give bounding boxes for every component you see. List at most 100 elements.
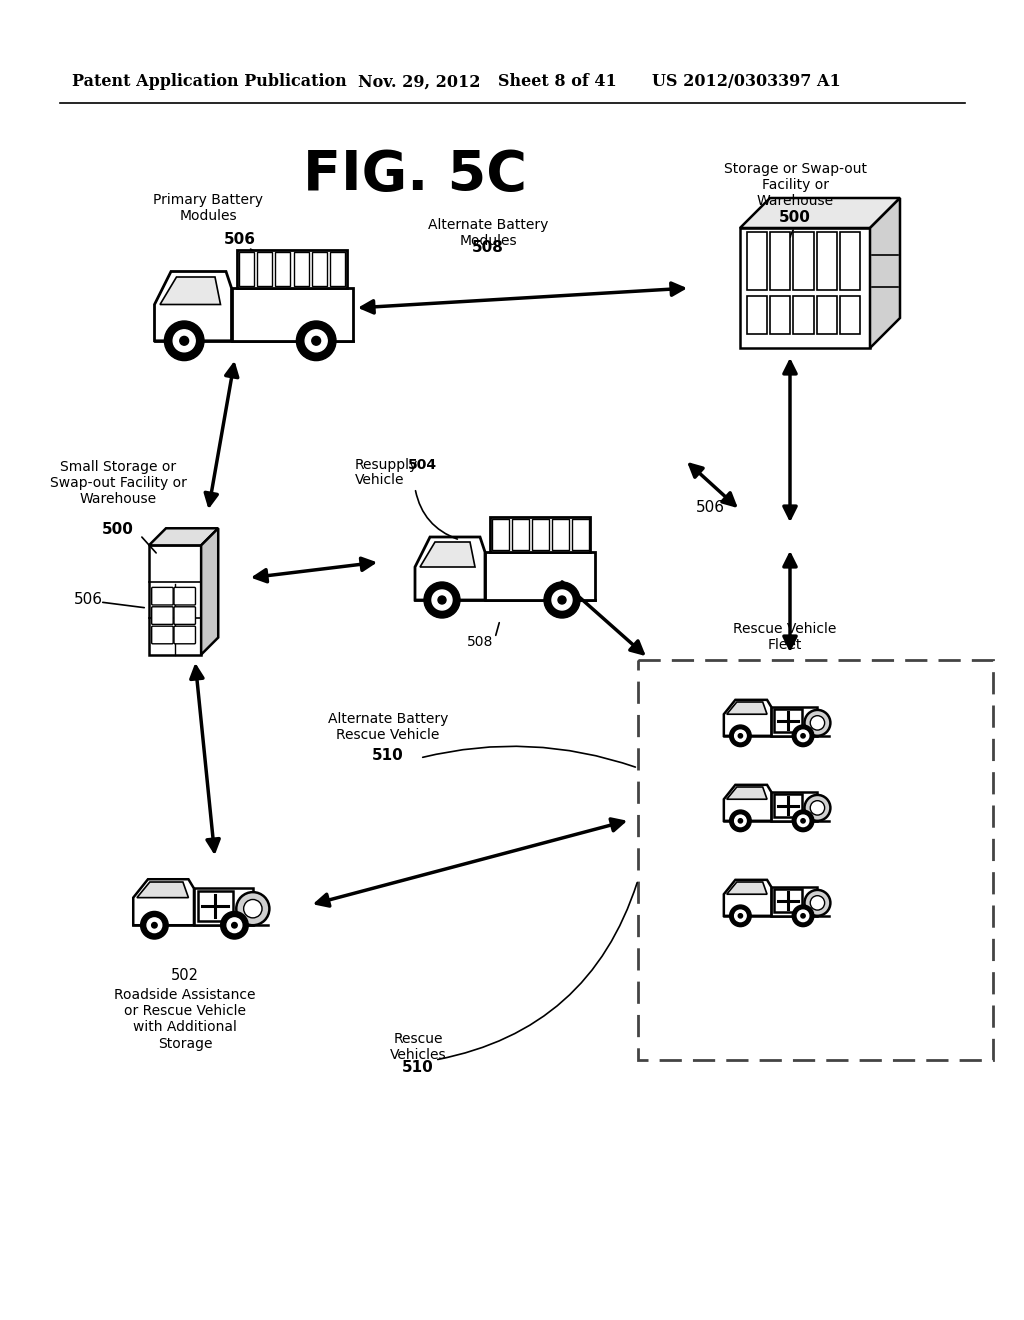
Circle shape	[296, 321, 336, 360]
Circle shape	[438, 597, 446, 605]
Circle shape	[152, 923, 157, 928]
Polygon shape	[740, 198, 900, 228]
Bar	[771, 792, 817, 821]
Text: Vehicle: Vehicle	[355, 473, 404, 487]
Circle shape	[244, 899, 262, 917]
Bar	[840, 232, 860, 290]
Circle shape	[311, 337, 321, 346]
Circle shape	[734, 730, 746, 742]
Bar	[794, 297, 814, 334]
Circle shape	[805, 795, 830, 821]
Circle shape	[729, 810, 752, 832]
Circle shape	[424, 582, 460, 618]
FancyBboxPatch shape	[152, 607, 173, 624]
FancyBboxPatch shape	[152, 587, 173, 605]
Text: Alternate Battery
Rescue Vehicle: Alternate Battery Rescue Vehicle	[328, 711, 449, 742]
Bar	[312, 252, 327, 286]
FancyBboxPatch shape	[174, 607, 196, 624]
Circle shape	[801, 734, 805, 738]
Bar	[237, 249, 347, 288]
Circle shape	[801, 818, 805, 822]
Text: Small Storage or
Swap-out Facility or
Warehouse: Small Storage or Swap-out Facility or Wa…	[49, 459, 186, 507]
FancyBboxPatch shape	[174, 587, 196, 605]
FancyBboxPatch shape	[174, 626, 196, 644]
Polygon shape	[148, 528, 218, 545]
Circle shape	[810, 715, 824, 730]
Circle shape	[793, 725, 814, 747]
Circle shape	[558, 597, 566, 605]
Bar	[485, 552, 595, 601]
Circle shape	[805, 890, 830, 916]
Circle shape	[801, 913, 805, 917]
Circle shape	[810, 896, 824, 909]
Polygon shape	[133, 879, 194, 925]
Polygon shape	[727, 702, 767, 714]
Bar	[239, 252, 254, 286]
Text: 506: 506	[74, 593, 102, 607]
Bar	[257, 252, 272, 286]
Circle shape	[147, 917, 162, 933]
Circle shape	[798, 909, 809, 921]
Text: Rescue
Vehicles: Rescue Vehicles	[390, 1032, 446, 1063]
Circle shape	[798, 814, 809, 826]
Circle shape	[305, 330, 328, 352]
Text: 510: 510	[402, 1060, 434, 1074]
Bar	[294, 252, 308, 286]
Bar	[531, 519, 549, 550]
Text: 506: 506	[224, 232, 256, 248]
Text: Patent Application Publication: Patent Application Publication	[72, 74, 347, 91]
Polygon shape	[155, 272, 231, 341]
Bar	[275, 252, 291, 286]
Bar	[794, 232, 814, 290]
Circle shape	[237, 892, 269, 925]
Bar	[198, 891, 232, 920]
Text: Roadside Assistance
or Rescue Vehicle
with Additional
Storage: Roadside Assistance or Rescue Vehicle wi…	[115, 987, 256, 1051]
Bar	[774, 795, 802, 817]
Bar	[512, 519, 528, 550]
Circle shape	[738, 913, 742, 917]
Text: Resupply: Resupply	[355, 458, 418, 473]
Circle shape	[544, 582, 580, 618]
Bar	[740, 228, 870, 348]
FancyBboxPatch shape	[638, 660, 993, 1060]
Text: 502: 502	[171, 968, 199, 983]
Text: 506: 506	[695, 500, 725, 516]
Circle shape	[810, 801, 824, 814]
Bar	[770, 232, 791, 290]
Text: 500: 500	[779, 210, 811, 226]
Polygon shape	[420, 543, 475, 568]
Circle shape	[805, 710, 830, 735]
Circle shape	[729, 906, 752, 927]
Bar	[771, 887, 817, 916]
Text: 500: 500	[102, 523, 134, 537]
Circle shape	[173, 330, 196, 352]
Bar	[774, 890, 802, 912]
Bar	[770, 297, 791, 334]
FancyBboxPatch shape	[152, 626, 173, 644]
Bar	[148, 545, 201, 655]
Polygon shape	[415, 537, 485, 601]
Bar	[492, 519, 509, 550]
Bar	[490, 517, 590, 552]
Circle shape	[231, 923, 238, 928]
Bar	[331, 252, 345, 286]
Circle shape	[165, 321, 204, 360]
Bar	[840, 297, 860, 334]
Circle shape	[432, 590, 452, 610]
Bar	[571, 519, 589, 550]
Circle shape	[729, 725, 752, 747]
Bar	[194, 888, 253, 925]
Polygon shape	[727, 882, 767, 894]
Bar	[816, 297, 837, 334]
Circle shape	[793, 906, 814, 927]
Text: 508: 508	[472, 240, 504, 256]
Bar	[746, 297, 767, 334]
Text: 504: 504	[408, 458, 437, 473]
Circle shape	[180, 337, 188, 346]
Bar	[816, 232, 837, 290]
Text: Rescue Vehicle
Fleet: Rescue Vehicle Fleet	[733, 622, 837, 652]
Polygon shape	[724, 785, 771, 821]
Text: Alternate Battery
Modules: Alternate Battery Modules	[428, 218, 548, 248]
Bar	[552, 519, 568, 550]
Circle shape	[734, 909, 746, 921]
